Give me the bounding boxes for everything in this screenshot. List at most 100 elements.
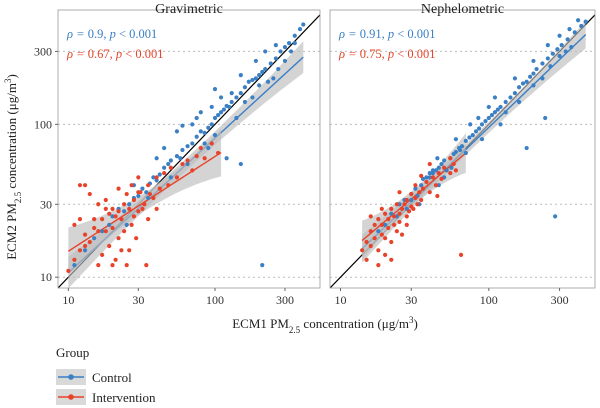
data-point-control bbox=[297, 26, 303, 32]
data-point-intervention bbox=[372, 222, 377, 227]
data-point-control bbox=[545, 56, 550, 61]
data-point-control bbox=[162, 165, 167, 170]
data-point-control bbox=[234, 95, 239, 100]
data-point-intervention bbox=[127, 206, 132, 211]
data-point-intervention bbox=[389, 239, 394, 245]
data-point-control bbox=[218, 95, 224, 100]
data-point-intervention bbox=[154, 206, 159, 211]
data-point-control bbox=[413, 186, 418, 191]
data-point-intervention bbox=[379, 232, 384, 237]
data-point-control bbox=[389, 211, 394, 216]
data-point-control bbox=[492, 95, 498, 100]
data-point-control bbox=[486, 104, 491, 110]
data-point-intervention bbox=[96, 202, 101, 207]
data-point-control bbox=[154, 156, 159, 161]
data-point-control bbox=[185, 161, 190, 167]
data-point-control bbox=[221, 107, 227, 112]
data-point-control bbox=[190, 122, 195, 127]
data-point-control bbox=[260, 69, 265, 75]
data-point-intervention bbox=[209, 141, 214, 146]
data-point-control bbox=[107, 222, 112, 227]
data-point-intervention bbox=[103, 229, 108, 234]
data-point-intervention bbox=[96, 229, 101, 234]
data-point-control bbox=[555, 47, 560, 52]
x-tick-label: 100 bbox=[206, 293, 224, 307]
data-point-control bbox=[553, 214, 558, 219]
data-point-intervention bbox=[402, 202, 407, 207]
data-point-control bbox=[190, 141, 195, 146]
data-point-control bbox=[257, 83, 262, 88]
data-point-control bbox=[198, 110, 203, 115]
data-point-intervention bbox=[144, 263, 149, 268]
data-point-control bbox=[268, 61, 273, 66]
data-point-intervention bbox=[146, 183, 151, 188]
data-point-control bbox=[468, 122, 473, 127]
data-point-control bbox=[242, 85, 248, 90]
data-point-control bbox=[273, 56, 278, 61]
data-point-control bbox=[238, 91, 243, 96]
legend: Group Control Intervention bbox=[56, 345, 156, 405]
data-point-control bbox=[433, 168, 439, 173]
data-point-control bbox=[276, 66, 281, 72]
data-point-control bbox=[144, 190, 149, 195]
data-point-intervention bbox=[100, 252, 105, 257]
data-point-control bbox=[476, 115, 481, 121]
data-point-intervention bbox=[435, 193, 440, 199]
data-point-control bbox=[286, 41, 292, 46]
fit-line-intervention bbox=[67, 151, 222, 252]
y-tick-label: 300 bbox=[34, 44, 52, 58]
data-point-intervention bbox=[415, 202, 420, 207]
data-point-control bbox=[238, 73, 243, 78]
data-point-control bbox=[572, 30, 577, 35]
data-point-intervention bbox=[129, 222, 134, 227]
data-point-intervention bbox=[122, 202, 127, 207]
data-point-control bbox=[495, 107, 500, 112]
plot-area bbox=[330, 14, 595, 288]
data-point-intervention bbox=[110, 206, 115, 211]
data-point-intervention bbox=[397, 211, 402, 216]
data-point-intervention bbox=[216, 150, 221, 156]
data-point-intervention bbox=[87, 191, 92, 197]
data-point-intervention bbox=[404, 214, 409, 219]
data-point-control bbox=[559, 43, 564, 48]
data-point-intervention bbox=[129, 183, 134, 188]
stat-annotation-intervention: ρ = 0.67, p < 0.001 bbox=[66, 47, 164, 61]
data-point-control bbox=[212, 115, 218, 121]
data-point-intervention bbox=[392, 214, 397, 219]
data-point-control bbox=[383, 222, 388, 227]
stat-annotation-intervention: ρ = 0.75, p < 0.001 bbox=[338, 47, 436, 61]
x-tick-label: 30 bbox=[405, 293, 417, 307]
data-point-intervention bbox=[448, 156, 453, 161]
data-point-control bbox=[257, 73, 262, 78]
data-point-intervention bbox=[376, 216, 381, 222]
data-point-control bbox=[180, 147, 185, 153]
data-point-control bbox=[419, 183, 424, 188]
data-point-intervention bbox=[100, 216, 105, 222]
data-point-control bbox=[524, 79, 529, 84]
data-point-intervention bbox=[411, 206, 416, 211]
data-point-control bbox=[492, 110, 498, 115]
data-point-intervention bbox=[383, 252, 388, 257]
data-point-control bbox=[543, 115, 548, 121]
data-point-intervention bbox=[154, 175, 159, 180]
data-point-intervention bbox=[96, 263, 101, 268]
data-point-control bbox=[278, 49, 283, 54]
data-point-intervention bbox=[116, 186, 121, 191]
data-point-control bbox=[483, 119, 488, 124]
data-point-intervention bbox=[413, 195, 418, 201]
data-point-intervention bbox=[451, 161, 456, 167]
x-tick-label: 100 bbox=[480, 293, 498, 307]
data-point-control bbox=[82, 248, 88, 253]
x-tick-label: 10 bbox=[334, 293, 346, 307]
y-tick-label: 30 bbox=[40, 197, 52, 211]
data-point-control bbox=[557, 33, 562, 38]
data-point-control bbox=[457, 147, 463, 153]
data-point-control bbox=[146, 195, 151, 201]
data-point-intervention bbox=[107, 243, 112, 249]
data-point-control bbox=[292, 41, 297, 46]
data-point-control bbox=[508, 95, 513, 100]
stat-annotation-control: ρ = 0.91, p < 0.001 bbox=[338, 27, 436, 41]
x-tick-label: 300 bbox=[276, 293, 294, 307]
stat-annotation-control: ρ = 0.9, p < 0.001 bbox=[66, 27, 157, 41]
data-point-intervention bbox=[103, 206, 108, 211]
